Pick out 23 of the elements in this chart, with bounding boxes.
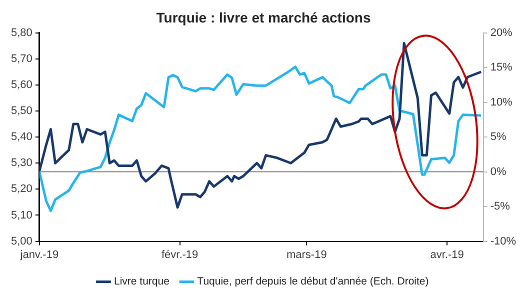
chart-title: Turquie : livre et marché actions xyxy=(156,9,371,26)
y-tick-label: 5,20 xyxy=(10,183,32,196)
y-tick-label: 5,40 xyxy=(10,131,32,144)
y-tick-label: 5,60 xyxy=(10,78,32,91)
y-tick-label: 5,10 xyxy=(10,209,32,222)
legend-label: Livre turque xyxy=(114,276,170,288)
x-tick-label: mars-19 xyxy=(286,248,327,261)
x-tick-label: janv.-19 xyxy=(19,248,59,261)
y2-tick-label: 15% xyxy=(490,62,513,74)
y2-tick-label: -10% xyxy=(490,235,516,248)
y2-tick-label: -5% xyxy=(490,200,510,213)
y-tick-label: 5,70 xyxy=(10,52,32,65)
x-tick-label: févr.-19 xyxy=(161,248,198,261)
y2-tick-label: 10% xyxy=(490,96,513,108)
y-tick-label: 5,00 xyxy=(10,235,32,248)
y-tick-label: 5,80 xyxy=(10,26,32,39)
y-tick-label: 5,50 xyxy=(10,105,32,118)
y2-tick-label: 0% xyxy=(490,166,506,178)
y2-tick-label: 20% xyxy=(490,26,513,39)
y2-tick-label: 5% xyxy=(490,131,506,144)
legend-label: Tuquie, perf depuis le début d'année (Ech. Droite) xyxy=(197,276,429,288)
y-tick-label: 5,30 xyxy=(10,157,32,170)
x-tick-label: avr.-19 xyxy=(430,248,464,261)
